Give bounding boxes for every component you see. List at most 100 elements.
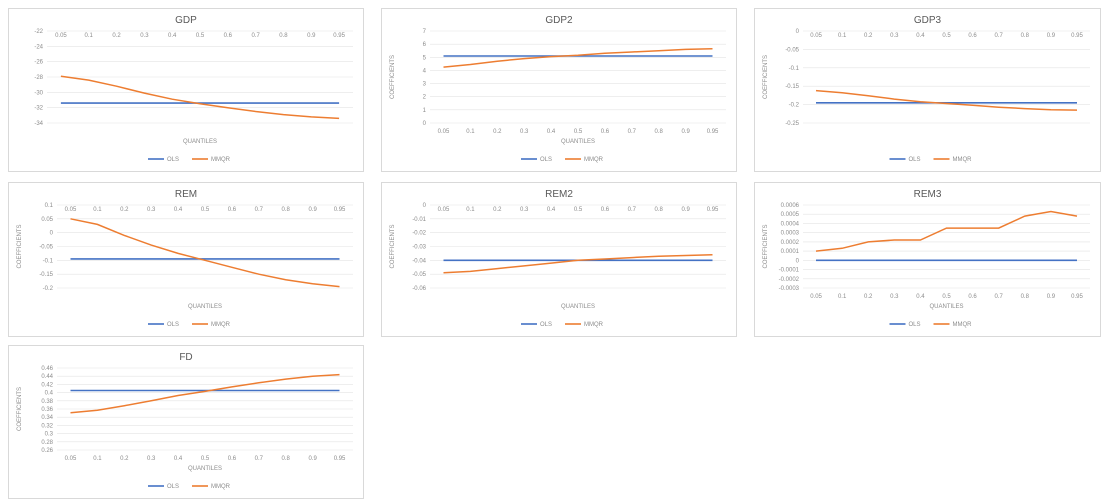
x-tick-label: 0.7 (628, 207, 637, 213)
x-tick-label: 0.3 (520, 129, 529, 135)
y-tick-label: 0 (796, 29, 800, 35)
y-tick-label: -0.1 (43, 258, 54, 264)
x-tick-label: 0.9 (307, 33, 316, 39)
legend-label: OLS (909, 157, 921, 163)
series-line-mmqr (70, 373, 340, 414)
chart-panel-gdp2: GDP2 7 6 5 4 3 2 1 0 0.05 0.1 0.2 0.3 0.4 0.5 0.6 0.7 0.8… (381, 8, 737, 172)
chart-panel-rem3: REM3 0.0006 0.0005 0.0004 0.0003 0.0002 0.0001… (754, 182, 1101, 337)
x-tick-label: 0.9 (681, 207, 690, 213)
x-tick-label: 0.95 (334, 207, 346, 213)
legend-label: MMQR (584, 322, 604, 328)
x-tick-label: 0.7 (628, 129, 637, 135)
x-tick-label: 0.7 (995, 294, 1004, 300)
legend-label: MMQR (211, 322, 231, 328)
x-tick-label: 0.95 (1071, 294, 1083, 300)
x-tick-label: 0.7 (255, 207, 264, 213)
series-line-mmqr (443, 254, 713, 274)
x-tick-label: 0.6 (968, 294, 977, 300)
y-tick-label: -0.25 (785, 121, 799, 127)
y-tick-label: 0.32 (41, 423, 53, 429)
x-tick-label: 0.3 (890, 294, 899, 300)
x-tick-label: 0.4 (168, 33, 177, 39)
series-line-mmqr (70, 218, 340, 288)
y-tick-label: 0.0004 (781, 221, 800, 227)
y-axis-title: COEFFICIENTS (763, 224, 769, 268)
x-tick-label: 0.3 (147, 456, 156, 462)
y-tick-label: 0.26 (41, 448, 53, 454)
x-tick-label: 0.05 (438, 207, 450, 213)
y-tick-label: 5 (423, 55, 427, 61)
legend-label: OLS (909, 322, 921, 328)
y-tick-label: 0.05 (41, 217, 53, 223)
y-tick-label: 7 (423, 29, 427, 35)
x-tick-label: 0.7 (251, 33, 260, 39)
y-tick-label: -0.0003 (779, 286, 800, 292)
chart-panel-gdp: GDP -22 -24 -26 -28 -30 -32 -34 0.05 0.1 0.2 0.3 0.4… (8, 8, 364, 172)
x-tick-label: 0.8 (655, 129, 664, 135)
series-line-mmqr (443, 47, 713, 68)
x-tick-label: 0.5 (574, 129, 583, 135)
y-tick-label: 0.36 (41, 407, 53, 413)
y-tick-label: 0.1 (45, 203, 54, 209)
y-tick-label: -22 (34, 29, 43, 35)
x-tick-label: 0.5 (201, 456, 210, 462)
chart-title: GDP3 (914, 15, 942, 26)
x-tick-label: 0.8 (282, 207, 291, 213)
y-tick-label: -0.0002 (779, 277, 800, 283)
chart-title: GDP2 (545, 15, 573, 26)
x-tick-label: 0.7 (255, 456, 264, 462)
chart-svg: REM 0.1 0.05 0 -0.05 -0.1 -0.15 -0.2 0.05 0.1 0.2 0… (17, 189, 353, 328)
legend-label: MMQR (211, 157, 231, 163)
x-tick-label: 0.05 (65, 207, 77, 213)
x-axis-title: QUANTILES (183, 139, 217, 145)
y-axis-title: COEFFICIENTS (390, 224, 396, 268)
y-axis-title: COEFFICIENTS (390, 55, 396, 99)
chart-svg: FD 0.46 0.44 0.42 0.4 0.38 0.36 0.34 0.32 0.3 0.28… (17, 352, 353, 490)
x-tick-label: 0.3 (147, 207, 156, 213)
x-tick-label: 0.4 (916, 294, 925, 300)
x-tick-label: 0.8 (1021, 33, 1030, 39)
x-tick-label: 0.6 (601, 129, 610, 135)
series-line-mmqr (60, 75, 340, 120)
x-tick-label: 0.95 (333, 33, 345, 39)
x-tick-label: 0.3 (520, 207, 529, 213)
x-tick-label: 0.4 (547, 129, 556, 135)
x-tick-label: 0.2 (112, 33, 121, 39)
y-tick-label: 0 (50, 231, 54, 237)
x-tick-label: 0.05 (55, 33, 67, 39)
x-tick-label: 0.2 (864, 33, 873, 39)
x-tick-label: 0.4 (547, 207, 556, 213)
y-tick-label: 0.28 (41, 440, 53, 446)
x-tick-label: 0.9 (308, 456, 317, 462)
x-tick-label: 0.1 (93, 207, 102, 213)
x-tick-label: 0.5 (196, 33, 205, 39)
x-tick-label: 0.95 (707, 207, 719, 213)
x-tick-label: 0.3 (890, 33, 899, 39)
x-tick-label: 0.5 (201, 207, 210, 213)
y-tick-label: -0.02 (412, 231, 426, 237)
y-tick-label: -32 (34, 106, 43, 112)
y-tick-label: -0.03 (412, 245, 426, 251)
y-tick-label: 0.46 (41, 366, 53, 372)
x-tick-label: 0.2 (120, 456, 129, 462)
legend-label: MMQR (953, 157, 973, 163)
chart-title: REM2 (545, 189, 573, 200)
chart-panel-rem: REM 0.1 0.05 0 -0.05 -0.1 -0.15 -0.2 0.05 0.1 0.2 0… (8, 182, 364, 337)
y-tick-label: -34 (34, 121, 43, 127)
y-tick-label: -0.2 (43, 286, 54, 292)
legend-label: MMQR (211, 484, 231, 490)
y-tick-label: 2 (423, 95, 427, 101)
x-tick-label: 0.4 (916, 33, 925, 39)
y-tick-label: 0 (796, 258, 800, 264)
y-tick-label: -30 (34, 90, 43, 96)
y-tick-label: -0.1 (789, 66, 800, 72)
y-tick-label: 0.0002 (781, 240, 800, 246)
y-tick-label: 0.42 (41, 382, 53, 388)
chart-title: REM3 (914, 189, 942, 200)
legend-label: OLS (167, 157, 179, 163)
x-axis-title: QUANTILES (188, 466, 222, 472)
x-tick-label: 0.5 (574, 207, 583, 213)
chart-title: REM (175, 189, 197, 200)
y-axis-title: COEFFICIENTS (17, 387, 23, 431)
x-tick-label: 0.05 (65, 456, 77, 462)
